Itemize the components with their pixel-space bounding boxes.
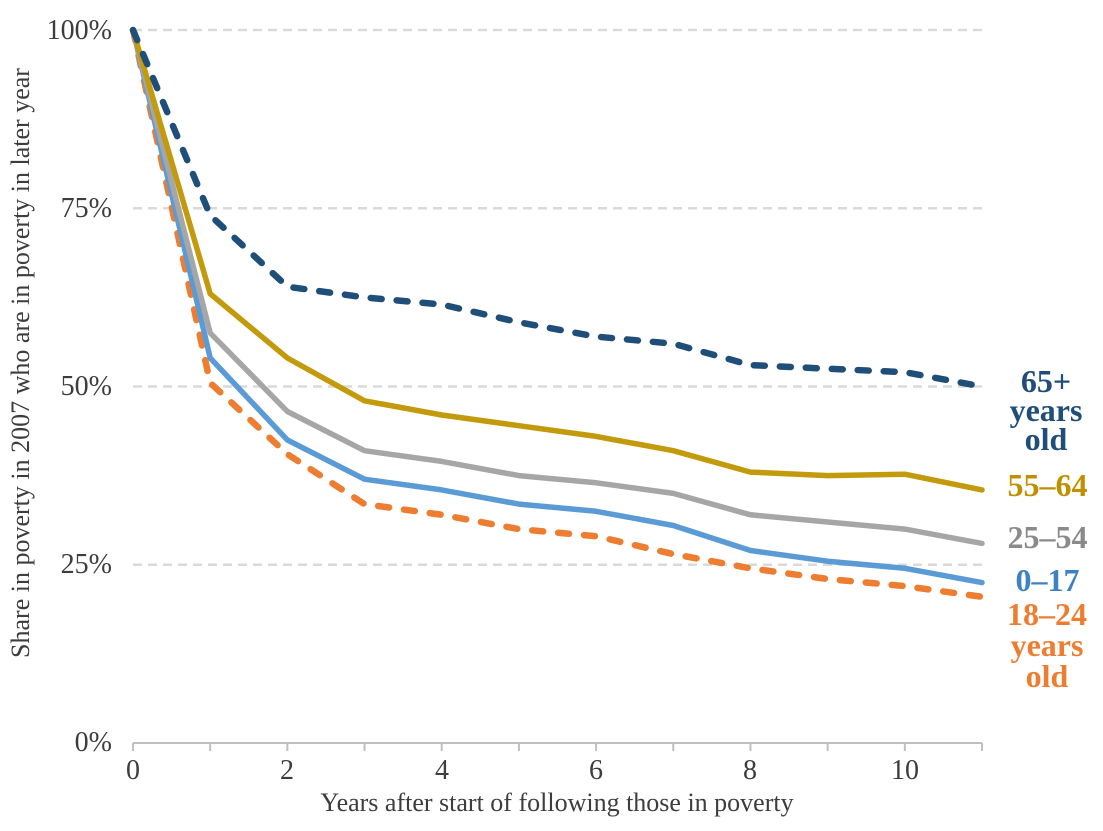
x-tick-6: 6 (589, 755, 603, 786)
series-label-line: 0–17 (1015, 562, 1080, 598)
series-label-line: 55–64 (1007, 467, 1088, 503)
series-label-18-24: 18–24 years old (992, 596, 1102, 694)
series-line-0-17 (130, 27, 985, 586)
series-label-0-17: 0–17 (995, 562, 1100, 599)
series-line-18-24 (129, 26, 986, 601)
series-line-25-54 (130, 27, 985, 547)
series-label-line: years (1009, 392, 1083, 428)
y-tick-50: 50% (60, 371, 112, 402)
series-line-55-64 (130, 27, 985, 493)
series-label-line: 25–54 (1007, 519, 1088, 555)
y-tick-25: 25% (60, 549, 112, 580)
y-axis-title: Share in poverty in 2007 who are in pove… (6, 68, 35, 658)
series-label-line: old (1024, 421, 1068, 457)
series-label-line: old (1025, 658, 1069, 694)
series-label-65-plus: 65+ years old (990, 363, 1102, 457)
series-label-55-64: 55–64 (995, 467, 1100, 504)
x-tick-4: 4 (435, 755, 449, 786)
y-tick-100: 100% (46, 15, 112, 46)
y-tick-0: 0% (74, 727, 112, 758)
series-label-line: years (1010, 627, 1084, 663)
series-label-line: 65+ (1020, 363, 1072, 399)
y-tick-75: 75% (60, 193, 112, 224)
series-line-65-plus (129, 26, 986, 390)
x-axis-title: Years after start of following those in … (320, 788, 794, 817)
x-tick-2: 2 (280, 755, 294, 786)
series-label-line: 18–24 (1007, 596, 1087, 632)
series-label-25-54: 25–54 (995, 519, 1100, 556)
x-tick-0: 0 (126, 755, 140, 786)
x-tick-10: 10 (891, 755, 919, 786)
x-tick-8: 8 (743, 755, 757, 786)
